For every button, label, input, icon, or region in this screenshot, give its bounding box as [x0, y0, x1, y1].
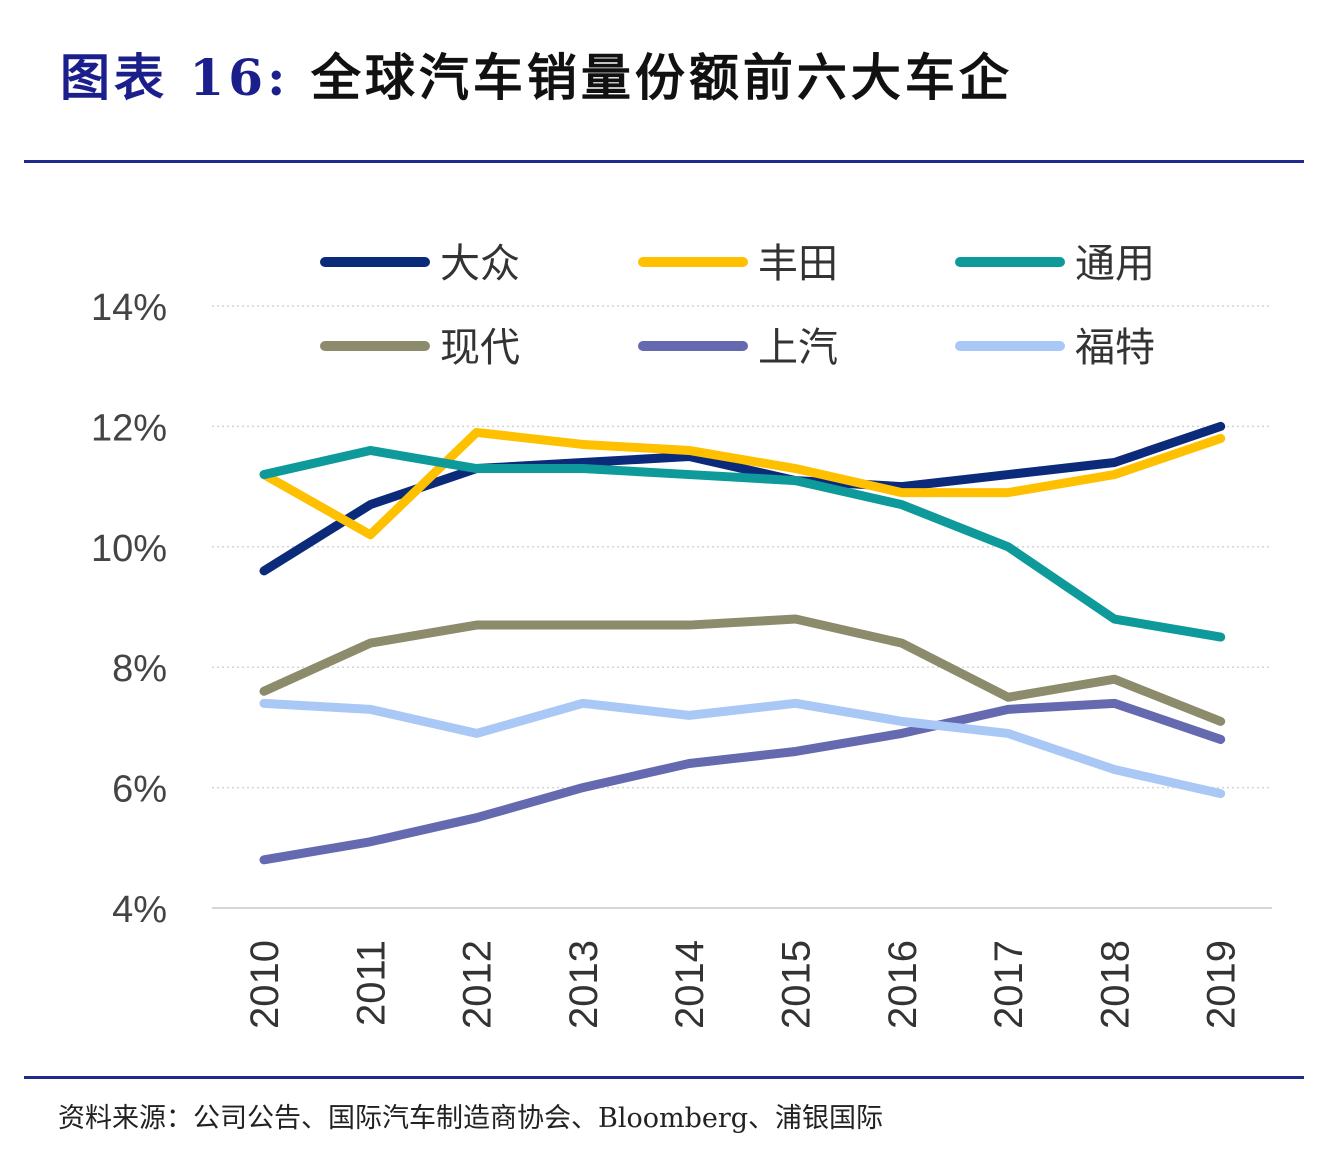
top-rule	[24, 160, 1304, 163]
x-tick-label: 2012	[456, 940, 500, 1029]
x-tick-label: 2015	[775, 940, 819, 1029]
legend-label: 丰田	[758, 241, 838, 287]
x-tick-label: 2013	[562, 940, 606, 1029]
legend-label: 现代	[440, 325, 520, 371]
x-tick-label: 2011	[349, 940, 393, 1026]
x-tick-label: 2019	[1200, 940, 1244, 1029]
x-tick-label: 2016	[881, 940, 925, 1029]
legend-label: 大众	[440, 241, 520, 287]
series-line	[259, 427, 1226, 540]
y-tick-label: 12%	[91, 407, 167, 449]
y-tick-label: 6%	[112, 769, 167, 811]
legend-label: 上汽	[758, 325, 838, 371]
y-tick-label: 14%	[91, 287, 167, 329]
source-note: 资料来源：公司公告、国际汽车制造商协会、Bloomberg、浦银国际	[58, 1103, 884, 1134]
series-line	[259, 698, 1226, 865]
figure-title: 图表 16: 全球汽车销量份额前六大车企	[60, 38, 1013, 110]
bottom-rule	[24, 1076, 1304, 1079]
series-line	[259, 614, 1226, 726]
x-tick-label: 2014	[668, 940, 712, 1029]
x-tick-label: 2010	[243, 940, 287, 1029]
figure-title-text: 全球汽车销量份额前六大车企	[310, 48, 1013, 107]
legend-label: 福特	[1075, 325, 1155, 371]
x-tick-label: 2017	[987, 940, 1031, 1029]
series-line	[259, 445, 1226, 642]
figure-number: 图表 16:	[60, 48, 290, 107]
y-tick-label: 10%	[91, 528, 167, 570]
y-tick-label: 8%	[112, 648, 167, 690]
x-tick-label: 2018	[1093, 940, 1137, 1029]
legend-label: 通用	[1075, 241, 1155, 287]
y-tick-label: 4%	[112, 889, 167, 931]
series-line	[259, 698, 1226, 799]
